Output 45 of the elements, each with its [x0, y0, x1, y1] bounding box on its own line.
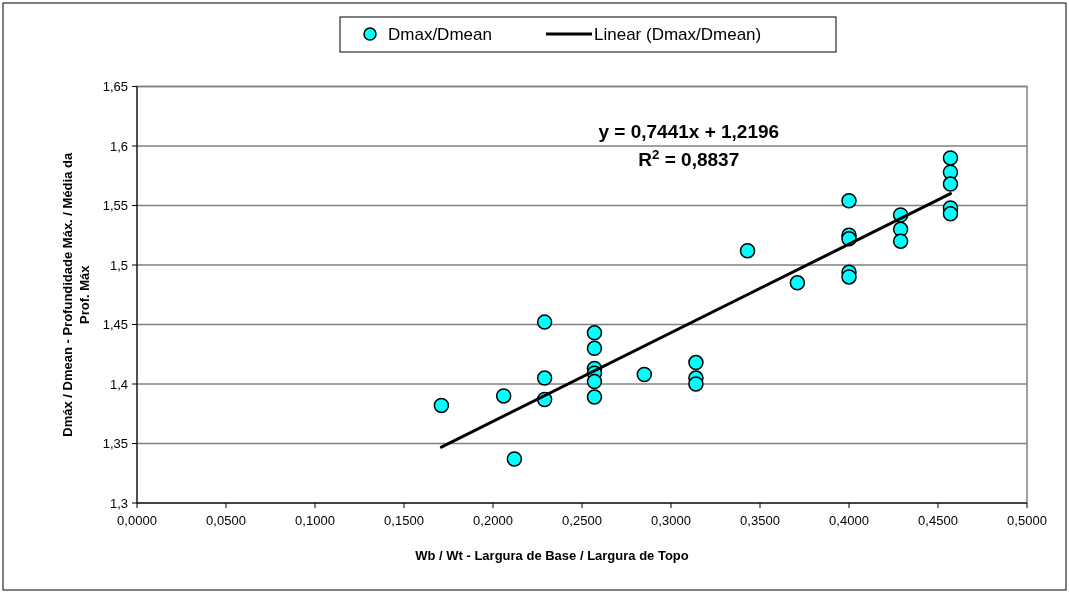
x-tick-label: 0,1000	[295, 513, 335, 528]
point	[586, 325, 603, 341]
point	[942, 150, 959, 166]
point	[495, 388, 512, 404]
point	[536, 314, 553, 330]
x-tick-label: 0,1500	[384, 513, 424, 528]
point	[841, 192, 857, 209]
point	[942, 176, 959, 192]
point	[586, 373, 603, 390]
y-tick-label: 1,3	[109, 495, 128, 511]
point	[789, 275, 806, 291]
point	[739, 242, 756, 259]
x-tick-label: 0,3000	[651, 513, 691, 528]
point	[892, 233, 909, 249]
annotation: y = 0,7441x + 1,2196	[598, 120, 780, 142]
y-tick-label: 1,4	[109, 376, 128, 392]
point	[688, 376, 704, 392]
point	[688, 354, 704, 371]
x-axis-title: Wb / Wt - Largura de Base / Largura de Topo	[415, 548, 689, 563]
x-tick-label: 0,4500	[918, 513, 958, 528]
x-tick-label: 0,2500	[562, 513, 602, 528]
y-tick-label: 1,5	[109, 257, 128, 273]
x-tick-label: 0,5000	[1007, 513, 1047, 528]
point	[636, 366, 653, 383]
y-tick-label: 1,35	[102, 436, 128, 451]
point	[536, 370, 553, 386]
x-tick-label: 0,0500	[206, 513, 246, 528]
legend-label: Linear (Dmax/Dmean)	[594, 25, 762, 44]
point	[586, 389, 603, 405]
point	[586, 340, 603, 357]
y-tick-label: 1,45	[102, 317, 128, 332]
point	[433, 397, 450, 414]
x-tick-label: 0,3500	[740, 513, 780, 528]
point	[942, 206, 959, 222]
y-tick-label: 1,55	[102, 198, 128, 213]
annotation: R$^{2}$ = 0,8837	[638, 146, 740, 170]
y-tick-label: 1,65	[102, 79, 128, 94]
x-tick-label: 0,0000	[117, 513, 157, 528]
y-tick-label: 1,6	[109, 138, 128, 154]
x-tick-label: 0,2000	[473, 513, 513, 528]
y-axis-title: Dmáx / Dmean - Profundidade Máx. / Média da Prof. Máx	[60, 152, 92, 437]
x-tick-label: 0,4000	[829, 513, 869, 528]
legend-label: Dmax/Dmean	[388, 25, 492, 44]
point	[506, 451, 523, 467]
point	[841, 269, 857, 285]
